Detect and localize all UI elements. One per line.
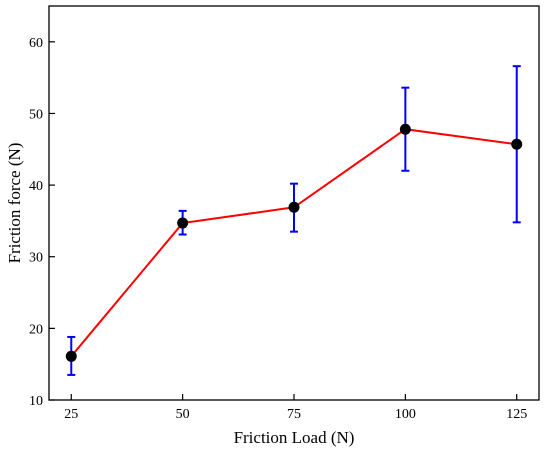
data-point	[177, 217, 189, 229]
x-axis-label: Friction Load (N)	[234, 428, 355, 447]
x-axis-ticks: 25 50 75 100 125	[64, 394, 527, 422]
x-tick-label: 75	[287, 407, 301, 422]
series-line	[70, 128, 517, 357]
y-tick-label: 20	[29, 322, 43, 337]
y-tick-label: 40	[29, 179, 43, 194]
x-tick-label: 50	[176, 407, 190, 422]
x-tick-label: 125	[506, 407, 527, 422]
data-point	[511, 138, 523, 150]
data-point	[288, 201, 300, 213]
data-point	[65, 350, 77, 362]
x-tick-label: 25	[64, 407, 78, 422]
x-tick-label: 100	[395, 407, 416, 422]
y-tick-label: 10	[29, 394, 43, 409]
y-tick-label: 30	[29, 251, 43, 266]
series-layer	[65, 65, 523, 376]
y-axis-ticks: 10 20 30 40 50 60	[29, 36, 55, 409]
y-axis-label: Friction force (N)	[5, 143, 24, 264]
y-tick-label: 60	[29, 36, 43, 51]
data-point	[399, 123, 411, 135]
y-tick-label: 50	[29, 107, 43, 122]
